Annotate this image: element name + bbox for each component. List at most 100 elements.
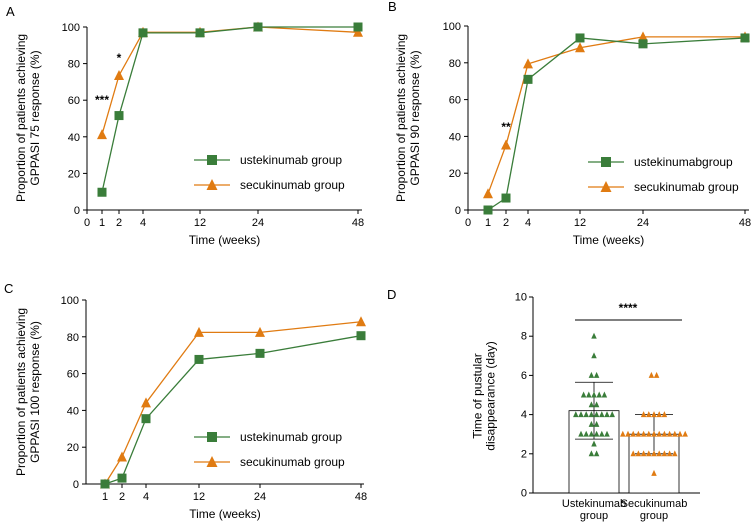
- y-tick-label: 40: [67, 405, 79, 417]
- y-axis-title-group: Proportion of patients achieving GPPASI 1…: [14, 308, 42, 476]
- x-tick-label: 1: [99, 217, 105, 229]
- data-point-square: [523, 74, 533, 84]
- scatter-point: [599, 411, 605, 418]
- scatter-point: [620, 430, 626, 437]
- y-tick-label: 60: [68, 95, 80, 107]
- legend-label: secukinumab group: [634, 180, 739, 194]
- y-tick-label: 8: [521, 331, 527, 343]
- data-point-triangle: [483, 188, 493, 199]
- scatter-point: [588, 420, 595, 427]
- legend-label: secukinumab group: [240, 455, 345, 469]
- y-tick-label: 0: [73, 479, 79, 491]
- y-axis-title-group: Time of pustular disappearance (day): [471, 341, 498, 450]
- scatter-point: [635, 430, 642, 437]
- data-point-triangle: [523, 58, 533, 69]
- scatter-point: [586, 391, 592, 398]
- y-axis-title-group: Proportion of patients achieving GPPASI 9…: [394, 34, 422, 202]
- y-tick-label: 6: [521, 370, 527, 382]
- data-point-square: [255, 348, 265, 358]
- scatter-point: [591, 391, 597, 398]
- data-point-square: [114, 111, 124, 121]
- scatter-point: [661, 430, 668, 437]
- x-tick-label: 12: [193, 491, 205, 503]
- data-point-square: [195, 28, 205, 38]
- x-tick-label: 0: [84, 217, 90, 229]
- x-tick-label: 4: [140, 217, 146, 229]
- x-tick-label: 24: [252, 217, 264, 229]
- scatter-point: [630, 430, 636, 437]
- category-label-line: group: [580, 510, 608, 522]
- y-tick-label: 100: [443, 21, 461, 33]
- y-axis-title-line: GPPASI 75 response (%): [28, 50, 42, 185]
- series-line-1: [104, 321, 362, 485]
- data-point-triangle: [97, 129, 107, 140]
- y-tick-label: 40: [68, 132, 80, 144]
- scatter-point: [591, 440, 597, 447]
- scatter-point: [630, 450, 636, 457]
- scatter-point: [661, 411, 668, 418]
- scatter-point: [580, 391, 587, 398]
- scatter-point: [588, 371, 595, 378]
- series-line-1: [487, 36, 745, 195]
- scatter-point: [651, 411, 657, 418]
- data-point-square: [575, 33, 585, 43]
- data-point-triangle: [638, 31, 648, 42]
- x-axis-title: Time (weeks): [189, 507, 261, 521]
- legend-marker-triangle: [206, 179, 218, 190]
- y-axis-title-line: GPPASI 100 response (%): [28, 321, 42, 463]
- scatter-point: [596, 391, 602, 398]
- x-tick-label: 2: [116, 217, 122, 229]
- y-axis-title-line: Proportion of patients achieving: [14, 308, 28, 476]
- data-point-square: [138, 28, 148, 38]
- data-point-square: [356, 331, 366, 341]
- scatter-point: [593, 401, 600, 408]
- scatter-point: [588, 430, 595, 437]
- scatter-point: [646, 411, 652, 418]
- x-tick-label: 12: [574, 217, 586, 229]
- y-tick-label: 20: [68, 168, 80, 180]
- panel-d: D 0 2 4 6 8 10 Time of pustular disappearance (d…: [387, 287, 700, 522]
- y-tick-label: 10: [515, 292, 527, 304]
- legend-label: ustekinumabgroup: [634, 155, 733, 169]
- scatter-point: [583, 411, 589, 418]
- legend-label: secukinumab group: [240, 178, 345, 192]
- y-axis-title-line: Proportion of patients achieving: [394, 34, 408, 202]
- y-tick-label: 0: [455, 205, 461, 217]
- data-point-square: [638, 39, 648, 49]
- scatter-point: [588, 411, 595, 418]
- scatter-point: [593, 420, 600, 427]
- data-point-triangle: [141, 397, 151, 408]
- category-label-line: Secukinumab: [621, 498, 688, 510]
- scatter-point: [666, 450, 673, 457]
- legend-label: ustekinumab group: [240, 153, 342, 167]
- scatter-point: [578, 411, 584, 418]
- category-label-line: group: [640, 510, 668, 522]
- scatter-point: [578, 430, 584, 437]
- legend: ustekinumab group secukinumab group: [194, 153, 345, 192]
- scatter-point: [591, 332, 597, 339]
- scatter-point: [640, 430, 647, 437]
- x-tick-label: 4: [143, 491, 149, 503]
- y-tick-label: 20: [67, 442, 79, 454]
- legend-marker-triangle: [600, 181, 612, 192]
- data-point-triangle: [117, 451, 127, 462]
- scatter-point: [651, 469, 657, 476]
- x-tick-label: 2: [503, 217, 509, 229]
- scatter-point: [625, 430, 631, 437]
- category-label-line: Ustekinumab: [562, 498, 626, 510]
- scatter-point: [604, 411, 610, 418]
- scatter-point: [672, 450, 678, 457]
- scatter-point: [601, 391, 608, 398]
- scatter-point: [646, 430, 652, 437]
- data-point-square: [117, 473, 127, 483]
- data-point-triangle: [114, 69, 124, 80]
- y-tick-label: 60: [449, 95, 461, 107]
- scatter-point: [640, 411, 647, 418]
- scatter-point: [682, 430, 688, 437]
- x-tick-label: 2: [119, 491, 125, 503]
- significance-marker: *: [117, 51, 122, 65]
- x-tick-label: 48: [739, 217, 751, 229]
